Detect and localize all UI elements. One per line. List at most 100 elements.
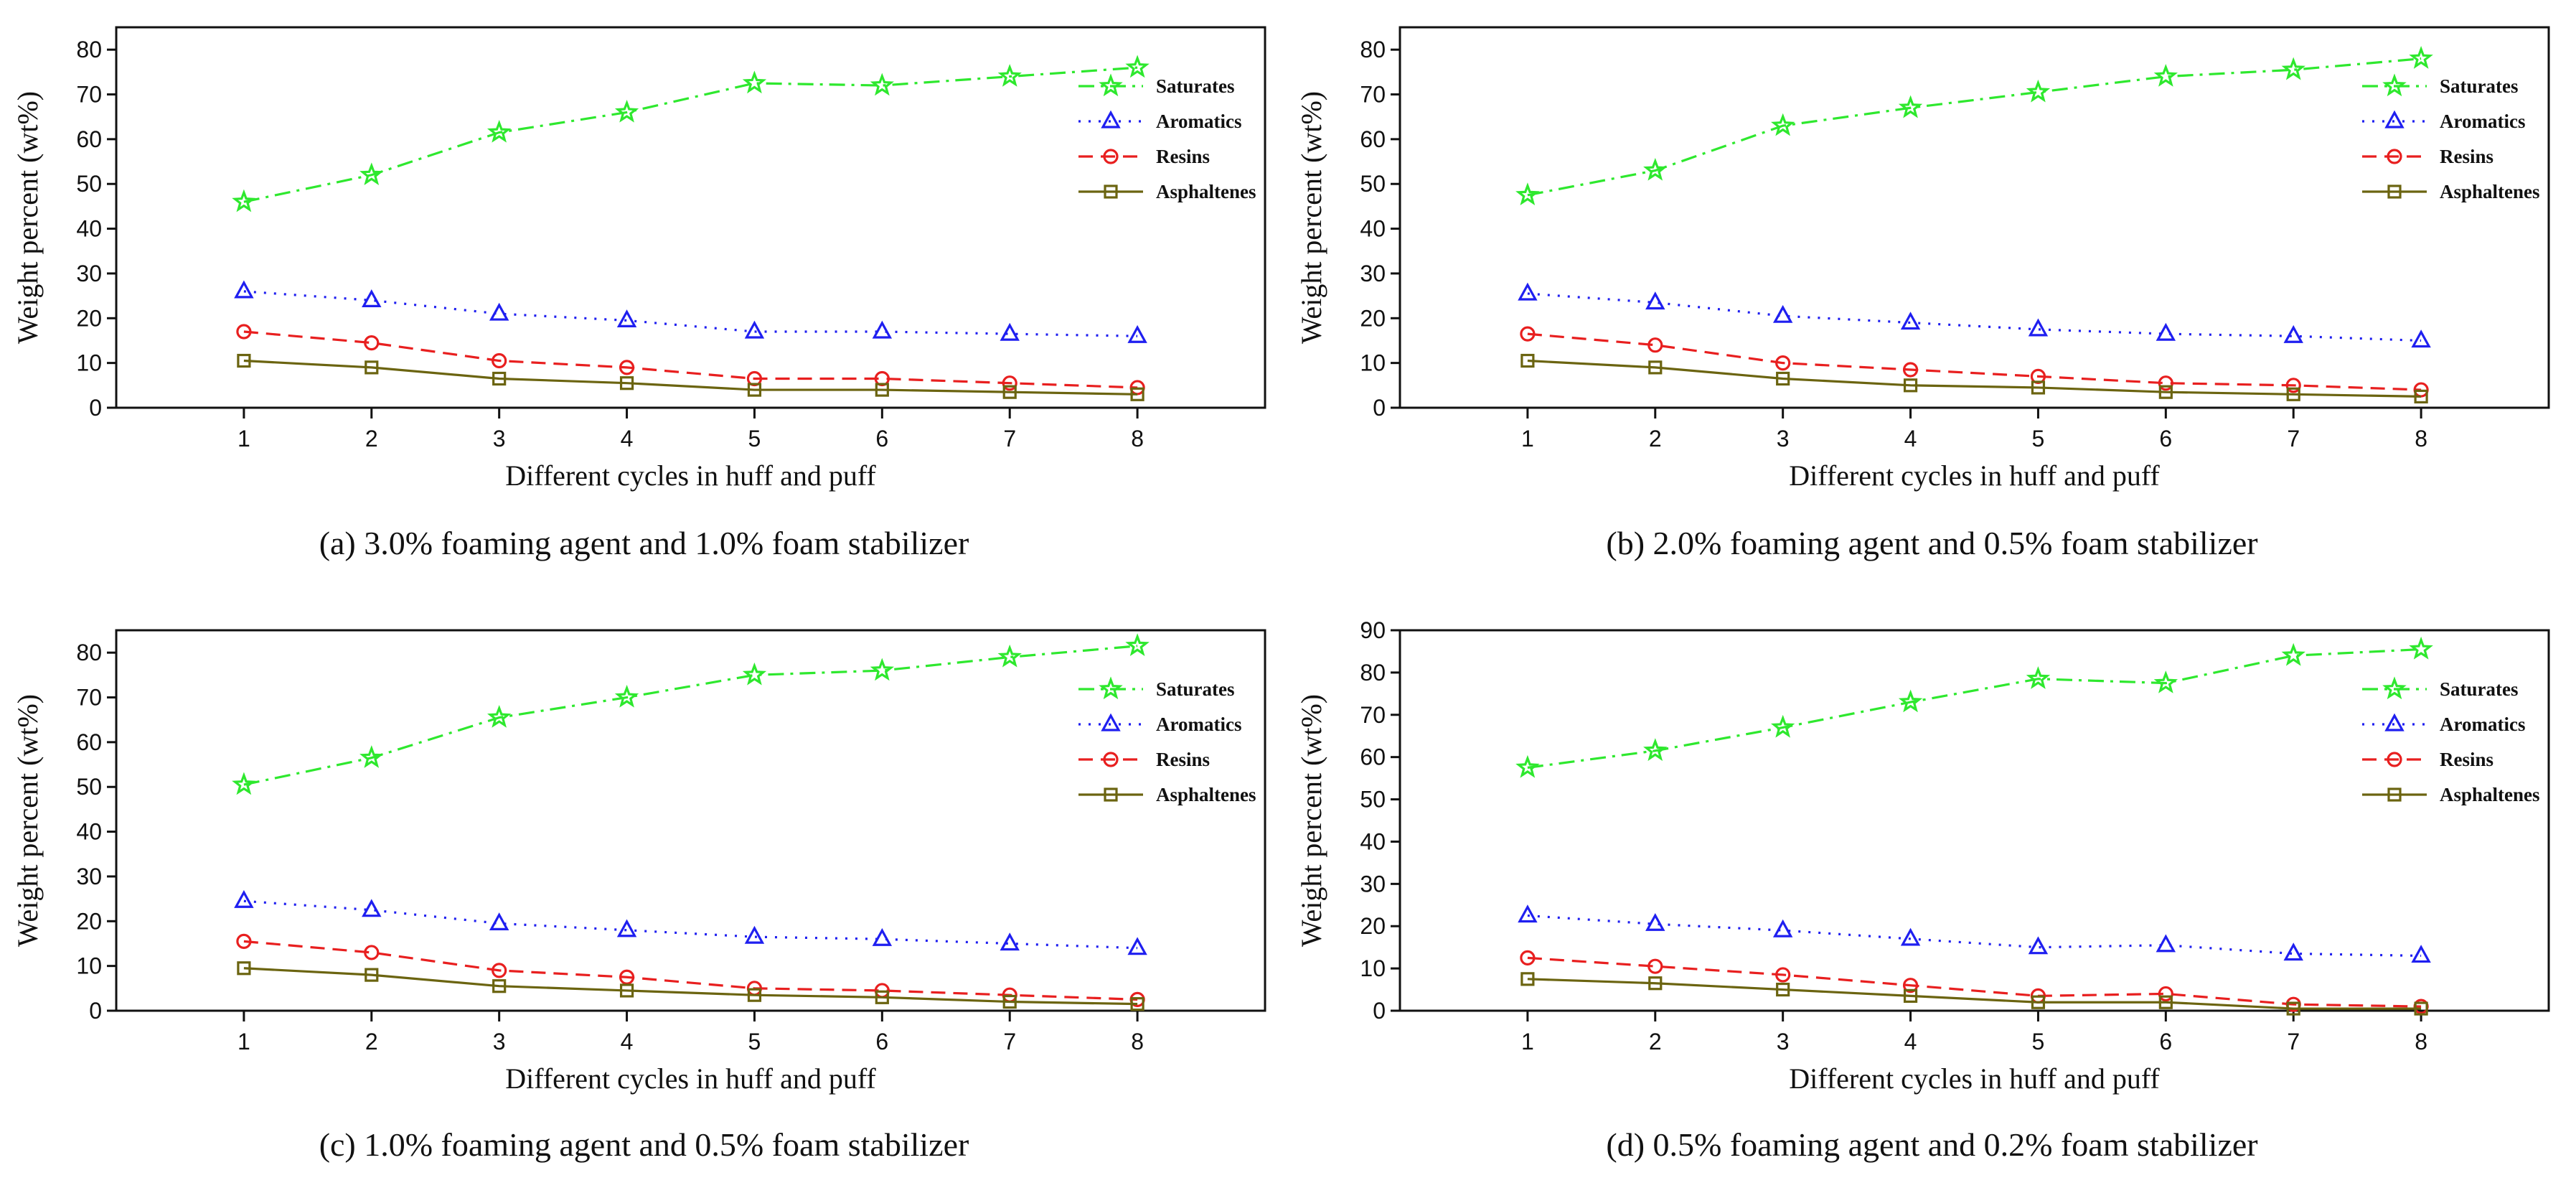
series-line-saturates [1527, 647, 2422, 769]
data-point-asphaltenes [365, 968, 379, 982]
y-tick-label: 60 [1360, 126, 1386, 152]
y-tick-label: 40 [1360, 828, 1386, 854]
chart-panel-c: 0 10 20 30 40 50 60 70 80 1 2 3 4 5 6 7 8 Different cycle… [11, 629, 1266, 1095]
y-tick-label: 50 [1360, 171, 1386, 197]
y-tick-label: 40 [76, 819, 102, 845]
data-point-saturates [614, 684, 639, 708]
data-point-asphaltenes [1520, 972, 1535, 986]
data-point-resins [1775, 355, 1791, 371]
data-point-resins [492, 352, 507, 369]
series-line-asphaltenes [1527, 978, 2422, 1010]
data-point-aromatics [2411, 329, 2431, 348]
data-point-aromatics [1518, 904, 1538, 923]
data-point-asphaltenes [492, 979, 507, 993]
series-line-asphaltenes [243, 359, 1138, 396]
data-point-resins [236, 933, 252, 949]
data-point-asphaltenes [2158, 385, 2173, 399]
data-point-resins [1520, 326, 1536, 342]
x-axis-label: Different cycles in huff and puff [1789, 459, 2160, 492]
data-point-aromatics [2028, 936, 2049, 955]
series-line-saturates [243, 66, 1138, 203]
x-tick-label: 8 [2415, 426, 2427, 452]
chart-panel-a: 0 10 20 30 40 50 60 70 80 1 2 3 4 5 6 7 8 Different cycle… [11, 26, 1266, 492]
data-point-aromatics [616, 309, 637, 328]
data-point-asphaltenes [2031, 995, 2046, 1009]
data-point-saturates [2153, 670, 2178, 693]
x-tick-label: 1 [238, 426, 250, 452]
y-tick-label: 10 [1360, 350, 1386, 376]
x-tick-label: 7 [2287, 426, 2300, 452]
x-tick-label: 3 [493, 426, 506, 452]
y-tick-label: 70 [76, 685, 102, 711]
data-point-asphaltenes [1002, 994, 1017, 1009]
data-point-saturates [1125, 55, 1150, 78]
y-tick-label: 30 [76, 864, 102, 889]
data-point-resins [1775, 967, 1791, 983]
data-point-resins [236, 324, 252, 340]
data-point-asphaltenes [2286, 387, 2300, 401]
y-axis-label: Weight percent (wt%) [11, 694, 44, 947]
data-point-resins [1520, 950, 1536, 965]
data-point-asphaltenes [747, 383, 762, 397]
data-point-asphaltenes [2031, 380, 2046, 395]
x-tick-label: 4 [1904, 1029, 1917, 1055]
x-tick-label: 6 [875, 1029, 888, 1055]
y-tick-label: 40 [1360, 216, 1386, 242]
chart-panel-d: 0 10 20 30 40 50 60 70 80 90 1 2 3 4 5 6 7 8 Different cyc… [1295, 617, 2550, 1095]
data-point-resins [364, 335, 380, 351]
y-tick-label: 50 [76, 774, 102, 800]
data-point-resins [2158, 986, 2173, 1002]
x-tick-label: 5 [2032, 1029, 2045, 1055]
data-point-aromatics [2028, 318, 2049, 337]
legend-marker-asphaltenes [2387, 184, 2402, 199]
series-line-resins [1527, 332, 2422, 391]
y-tick-label: 60 [76, 729, 102, 755]
x-tick-label: 5 [748, 426, 761, 452]
data-point-asphaltenes [875, 383, 889, 397]
data-point-asphaltenes [1130, 387, 1144, 401]
data-point-aromatics [1518, 282, 1538, 301]
legend-label-aromatics: Aromatics [1156, 714, 1241, 735]
data-point-aromatics [362, 289, 382, 307]
series-line-asphaltenes [1527, 359, 2422, 398]
x-tick-label: 1 [1521, 1029, 1534, 1055]
data-point-asphaltenes [875, 990, 889, 1004]
data-point-resins [1647, 337, 1663, 353]
data-point-saturates [1125, 633, 1150, 656]
series-line-aromatics [243, 290, 1138, 337]
data-point-aromatics [2156, 934, 2176, 953]
data-point-resins [2158, 375, 2173, 391]
x-tick-label: 6 [2159, 1029, 2172, 1055]
legend-label-resins: Resins [1156, 749, 1210, 770]
data-point-aromatics [616, 919, 637, 937]
y-tick-label: 10 [1360, 955, 1386, 981]
data-point-resins [1902, 362, 1919, 378]
legend-label-asphaltenes: Asphaltenes [2440, 784, 2540, 805]
y-axis-label: Weight percent (wt%) [11, 91, 44, 344]
data-point-asphaltenes [492, 371, 507, 386]
x-axis-label: Different cycles in huff and puff [1789, 1062, 2160, 1095]
data-point-saturates [742, 70, 767, 94]
legend-marker-saturates [2382, 73, 2407, 97]
data-point-asphaltenes [1776, 982, 1790, 997]
data-point-aromatics [1772, 304, 1793, 323]
series-line-resins [243, 940, 1138, 1001]
x-tick-label: 8 [1131, 1029, 1144, 1055]
data-point-aromatics [1127, 937, 1147, 955]
data-point-asphaltenes [1776, 371, 1790, 386]
legend-label-aromatics: Aromatics [2440, 111, 2525, 132]
x-tick-label: 4 [621, 426, 634, 452]
series-line-aromatics [1527, 292, 2422, 342]
caption-panel-a: (a) 3.0% foaming agent and 1.0% foam sta… [319, 525, 969, 561]
y-tick-label: 40 [76, 216, 102, 242]
x-tick-label: 1 [238, 1029, 250, 1055]
data-point-asphaltenes [1520, 353, 1535, 368]
x-tick-label: 5 [2032, 426, 2045, 452]
y-tick-label: 70 [76, 82, 102, 108]
data-point-saturates [870, 73, 894, 96]
plot-frame [1399, 629, 2550, 1012]
data-point-saturates [614, 100, 639, 123]
x-tick-label: 2 [365, 1029, 378, 1055]
data-point-resins [2285, 378, 2301, 393]
